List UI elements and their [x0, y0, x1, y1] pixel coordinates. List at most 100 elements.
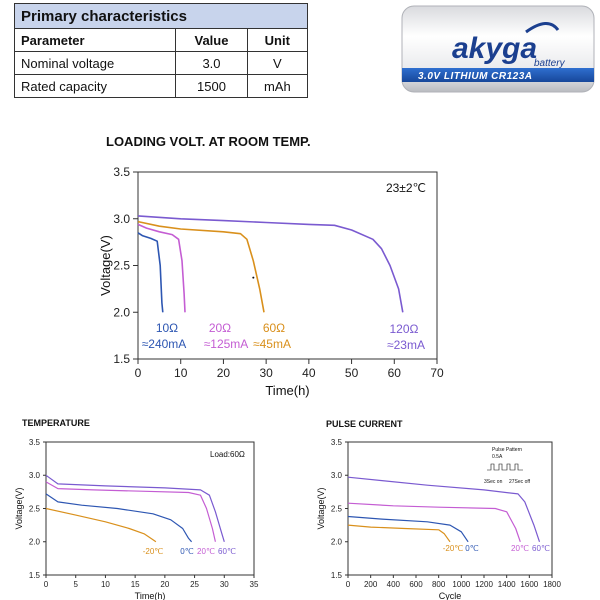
- load-annotation: Load:60Ω: [210, 450, 245, 459]
- x-tick-label: 35: [250, 580, 259, 589]
- y-axis-label: Voltage(V): [316, 487, 326, 529]
- x-tick-label: 10: [174, 366, 188, 380]
- pulse-pattern-title: Pulse Pattern: [492, 447, 522, 453]
- x-tick-label: 20: [160, 580, 169, 589]
- series-label: 10Ω: [156, 321, 178, 335]
- series-label: 60℃: [218, 547, 236, 556]
- brand-swoosh-icon: [525, 22, 560, 34]
- x-tick-label: 1800: [543, 580, 561, 589]
- x-tick-label: 30: [259, 366, 273, 380]
- series-line: [347, 515, 469, 543]
- y-tick-label: 3.0: [113, 212, 130, 226]
- series-line: [347, 524, 451, 543]
- series-label: -20℃: [443, 544, 464, 553]
- x-tick-label: 400: [387, 580, 401, 589]
- series-label: 60℃: [532, 544, 550, 553]
- x-tick-label: 25: [190, 580, 199, 589]
- y-tick-label: 3.0: [29, 471, 41, 480]
- x-tick-label: 30: [220, 580, 229, 589]
- y-tick-label: 2.5: [29, 504, 41, 513]
- series-label: 120Ω: [390, 322, 419, 336]
- x-tick-label: 0: [44, 580, 49, 589]
- series-label: 20Ω: [209, 321, 231, 335]
- y-tick-label: 2.5: [331, 504, 343, 513]
- y-tick-label: 3.5: [113, 165, 130, 179]
- x-tick-label: 15: [131, 580, 140, 589]
- x-tick-label: 200: [364, 580, 378, 589]
- cell-unit: V: [246, 51, 309, 75]
- y-tick-label: 3.0: [331, 471, 343, 480]
- cell-parameter: Nominal voltage: [13, 51, 177, 75]
- battery-label: 3.0V LITHIUM CR123A: [418, 71, 533, 82]
- y-tick-label: 2.0: [331, 538, 343, 547]
- x-tick-label: 60: [388, 366, 402, 380]
- pulse-on-label: 3Sec on: [484, 479, 503, 485]
- chart-2: PULSE CURRENT 0 200 400 600 800 1000 1200 1400 16…: [316, 419, 561, 600]
- x-tick-label: 10: [101, 580, 110, 589]
- series-line: [45, 481, 216, 542]
- x-tick-label: 1600: [520, 580, 538, 589]
- y-tick-label: 1.5: [29, 571, 41, 580]
- x-axis-label: Cycle: [439, 591, 462, 600]
- series-label: 20℃: [197, 547, 215, 556]
- cell-value: 3.0: [175, 51, 248, 75]
- series-current-label: ≈240mA: [142, 337, 187, 351]
- series-label: 0℃: [465, 544, 478, 553]
- temperature-annotation: 23±2℃: [386, 181, 426, 195]
- x-tick-label: 40: [302, 366, 316, 380]
- x-tick-label: 50: [345, 366, 359, 380]
- pulse-current-value: 0.5A: [492, 454, 503, 460]
- chart-0: LOADING VOLT. AT ROOM TEMP. 0 10 20 30 40 50 60…: [98, 134, 444, 398]
- x-tick-label: 600: [409, 580, 423, 589]
- x-axis-label: Time(h): [135, 591, 166, 600]
- y-tick-label: 3.5: [29, 438, 41, 447]
- x-tick-label: 70: [430, 366, 444, 380]
- primary-characteristics-table: Primary characteristics Parameter Value …: [13, 3, 309, 98]
- brand-logo: akyga: [452, 32, 537, 65]
- cell-value: 1500: [175, 74, 248, 98]
- series-label: 20℃: [511, 544, 529, 553]
- y-axis-label: Voltage(V): [14, 487, 24, 529]
- battery-image: akyga battery 3.0V LITHIUM CR123A: [401, 5, 595, 93]
- series-line: [347, 476, 541, 542]
- y-tick-label: 2.0: [29, 538, 41, 547]
- series-line: [137, 223, 186, 313]
- series-line: [347, 502, 521, 542]
- chart-1: TEMPERATURE 0 5 10 15 20 25 30 35 1.5 2.0 2.5 3.0 3.5…: [14, 418, 259, 600]
- y-tick-label: 2.5: [113, 259, 130, 273]
- plot-frame: [347, 441, 553, 576]
- cell-unit: mAh: [246, 74, 309, 98]
- chart-title: LOADING VOLT. AT ROOM TEMP.: [106, 134, 311, 149]
- series-current-label: ≈23mA: [387, 338, 425, 352]
- chart-title: TEMPERATURE: [22, 418, 90, 428]
- y-tick-label: 3.5: [331, 438, 343, 447]
- series-line: [137, 220, 265, 313]
- y-tick-label: 1.5: [331, 571, 343, 580]
- x-tick-label: 1200: [475, 580, 493, 589]
- x-tick-label: 0: [135, 366, 142, 380]
- y-tick-label: 1.5: [113, 352, 130, 366]
- series-current-label: ≈45mA: [253, 337, 291, 351]
- x-tick-label: 1400: [498, 580, 516, 589]
- pulse-off-label: 27Sec off: [509, 479, 531, 485]
- x-tick-label: 800: [432, 580, 446, 589]
- brand-sub: battery: [534, 58, 566, 69]
- y-axis-label: Voltage(V): [98, 235, 113, 296]
- x-tick-label: 20: [217, 366, 231, 380]
- series-label: -20℃: [143, 547, 164, 556]
- y-tick-label: 2.0: [113, 305, 130, 319]
- series-label: 0℃: [180, 547, 193, 556]
- x-axis-label: Time(h): [265, 383, 309, 398]
- series-line: [137, 215, 404, 313]
- table-title: Primary characteristics: [14, 3, 308, 29]
- series-label: 60Ω: [263, 321, 285, 335]
- series-line: [45, 507, 157, 543]
- series-current-label: ≈125mA: [204, 337, 249, 351]
- pulse-waveform-icon: [487, 463, 523, 471]
- series-line: [137, 232, 164, 313]
- table-row: Rated capacity 1500 mAh: [13, 74, 309, 98]
- x-tick-label: 5: [73, 580, 78, 589]
- cell-parameter: Rated capacity: [13, 74, 177, 98]
- stray-dot: [252, 276, 255, 279]
